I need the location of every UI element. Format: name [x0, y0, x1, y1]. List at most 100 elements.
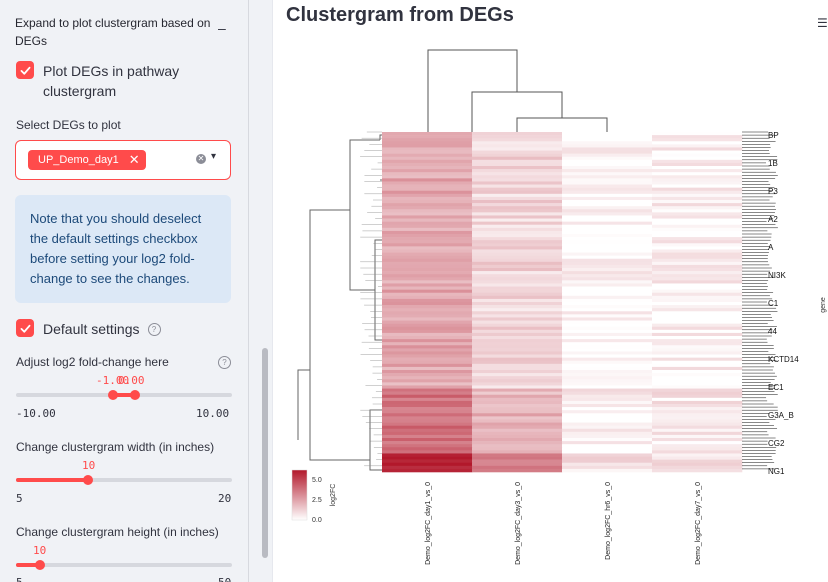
- heatmap-cell: [382, 373, 473, 377]
- heatmap-cell: [652, 215, 743, 219]
- tag-remove-icon[interactable]: ✕: [128, 152, 140, 167]
- heatmap-cell: [472, 410, 563, 414]
- heatmap-cell: [382, 441, 473, 445]
- heatmap-cell: [562, 419, 653, 423]
- heatmap-cell: [382, 351, 473, 355]
- heatmap-cell: [562, 336, 653, 340]
- default-settings-label: Default settings: [43, 321, 140, 337]
- heatmap-cell: [562, 178, 653, 182]
- heatmap-cell: [382, 302, 473, 306]
- selected-tag: UP_Demo_day1 ✕: [28, 150, 146, 170]
- height-thumb[interactable]: [35, 560, 45, 570]
- colorbar-tick: 2.5: [312, 497, 322, 504]
- heatmap-cell: [472, 366, 563, 371]
- height-slider[interactable]: [16, 560, 232, 570]
- default-settings-checkbox[interactable]: [16, 319, 34, 337]
- clear-all-icon[interactable]: ✕: [196, 154, 206, 164]
- heatmap-cell: [652, 283, 743, 287]
- menu-icon[interactable]: ☰: [817, 16, 828, 30]
- plot-degs-checkbox[interactable]: [16, 61, 34, 79]
- expander-title[interactable]: Expand to plot clustergram based on DEGs: [15, 16, 211, 48]
- heatmap-cell: [472, 339, 563, 343]
- heatmap-cell: [562, 252, 653, 256]
- heatmap-cell: [562, 425, 653, 430]
- heatmap-cell: [472, 280, 563, 284]
- heatmap-cell: [472, 212, 563, 216]
- heatmap-cell: [562, 468, 653, 473]
- heatmap-cell: [652, 141, 743, 145]
- log2fc-low-thumb[interactable]: [108, 390, 118, 400]
- plot-degs-checkbox-row[interactable]: Plot DEGs in pathway clustergram: [16, 61, 193, 101]
- heatmap-cell: [562, 329, 653, 334]
- heatmap-cell: [382, 159, 473, 164]
- heatmap-cell: [472, 206, 563, 210]
- heatmap-cell: [472, 193, 563, 198]
- collapse-icon[interactable]: –: [218, 20, 226, 36]
- width-slider-fill: [16, 478, 88, 482]
- heatmap-cell: [382, 382, 473, 386]
- heatmap-cell: [472, 391, 563, 396]
- row-dendrogram: [297, 134, 382, 471]
- column-dendrogram: [427, 49, 608, 132]
- heatmap-cell: [652, 465, 743, 470]
- heatmap-cell: [652, 212, 743, 216]
- sidebar-scrollbar[interactable]: [262, 348, 268, 558]
- heatmap-cell: [382, 388, 473, 392]
- heatmap-cell: [382, 141, 473, 145]
- heatmap-cell: [562, 209, 653, 213]
- heatmap-cell: [472, 311, 563, 315]
- degs-multiselect[interactable]: UP_Demo_day1 ✕ ✕ ▾: [15, 140, 231, 180]
- heatmap-cell: [562, 169, 653, 173]
- heatmap-cell: [382, 434, 473, 439]
- log2fc-high-thumb[interactable]: [130, 390, 140, 400]
- heatmap-cell: [472, 336, 563, 340]
- log2fc-slider[interactable]: [16, 390, 232, 400]
- heatmap-cell: [652, 230, 743, 235]
- heatmap-cell: [382, 419, 473, 423]
- heatmap-cell: [562, 166, 653, 170]
- column-label: Demo_log2FC_day1_vs_0: [425, 482, 432, 565]
- heatmap-cell: [652, 434, 743, 439]
- heatmap-cell: [562, 268, 653, 272]
- heatmap-cell: [472, 302, 563, 306]
- heatmap-cell: [562, 462, 653, 467]
- heatmap-cell: [382, 465, 473, 470]
- heatmap-cell: [472, 317, 563, 321]
- help-icon[interactable]: ?: [147, 323, 161, 336]
- heatmap-cell: [652, 447, 743, 451]
- row-label: 44: [768, 327, 777, 336]
- chevron-down-icon[interactable]: ▾: [211, 151, 217, 162]
- heatmap-cell: [382, 326, 473, 331]
- heatmap-cell: [562, 370, 653, 374]
- heatmap-cell: [382, 193, 473, 198]
- check-icon: [20, 324, 30, 333]
- heatmap-cell: [472, 240, 563, 244]
- heatmap-cell: [562, 274, 653, 278]
- row-label: A2: [768, 215, 778, 224]
- heatmap-cell: [472, 246, 563, 250]
- heatmap-cell: [562, 311, 653, 315]
- height-max: 50: [218, 576, 231, 582]
- heatmap-cell: [382, 320, 473, 324]
- heatmap-cell: [472, 320, 563, 324]
- heatmap-cell: [382, 336, 473, 340]
- heatmap-cell: [652, 410, 743, 414]
- heatmap-cell: [382, 203, 473, 207]
- heatmap-cell: [382, 227, 473, 232]
- log2fc-max: 10.00: [196, 407, 230, 420]
- heatmap-cell: [382, 283, 473, 287]
- help-icon[interactable]: ?: [218, 356, 231, 369]
- heatmap-cell: [652, 400, 743, 405]
- default-settings-row[interactable]: Default settings ?: [16, 319, 161, 339]
- heatmap-cell: [562, 385, 653, 389]
- heatmap-cell: [652, 274, 743, 278]
- heatmap-cell: [382, 360, 473, 365]
- width-slider[interactable]: [16, 475, 232, 485]
- heatmap-cell: [472, 360, 563, 365]
- heatmap-cell: [562, 459, 653, 464]
- height-min: 5: [16, 576, 23, 582]
- heatmap-cell: [652, 354, 743, 358]
- width-thumb[interactable]: [83, 475, 93, 485]
- heatmap-cell: [562, 196, 653, 201]
- select-degs-label: Select DEGs to plot: [16, 118, 121, 132]
